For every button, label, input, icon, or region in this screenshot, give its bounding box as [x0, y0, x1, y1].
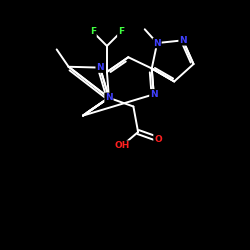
- Text: O: O: [154, 134, 162, 143]
- Text: N: N: [96, 63, 104, 72]
- Text: N: N: [179, 36, 187, 45]
- Text: N: N: [105, 93, 113, 102]
- Text: F: F: [90, 28, 96, 36]
- Text: F: F: [118, 28, 124, 36]
- Text: OH: OH: [114, 141, 130, 150]
- Text: N: N: [153, 38, 161, 48]
- Text: N: N: [150, 90, 158, 99]
